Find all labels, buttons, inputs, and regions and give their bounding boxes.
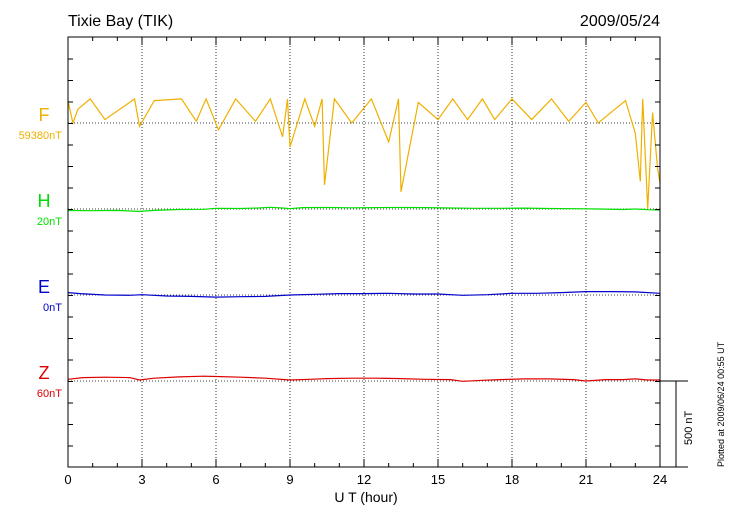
station-title: Tixie Bay (TIK) [68,13,173,30]
x-tick-label: 15 [431,472,445,487]
x-tick-label: 12 [357,472,371,487]
series-lines [67,97,661,382]
channel-baselines [68,122,660,382]
channel-baseline-label-f: 59380nT [19,130,63,142]
channel-name-e: E [38,277,50,297]
series-h [67,206,661,213]
x-tick-label: 18 [505,472,519,487]
x-tick-label: 24 [653,472,667,487]
series-e [67,291,661,298]
scale-bar: 500 nT [660,380,695,468]
channel-baseline-label-z: 60nT [37,388,62,400]
plotted-timestamp: Plotted at 2009/06/24 00:55 UT [716,341,726,467]
grid [141,37,587,467]
x-tick-label: 9 [286,472,293,487]
series-f [67,97,661,210]
channel-labels: F 59380nT H 20nT E 0nT Z 60nT [19,105,63,400]
x-tick-label: 3 [138,472,145,487]
plot-frame [67,36,661,468]
x-tick-label: 6 [212,472,219,487]
x-tick-label: 0 [64,472,71,487]
scale-bar-label: 500 nT [683,410,695,445]
x-axis-label: U T (hour) [334,489,397,505]
channel-name-f: F [39,105,50,125]
series-z [67,375,660,382]
axis-ticks [67,37,661,467]
channel-name-z: Z [39,363,50,383]
x-tick-labels: 0 3 6 9 12 15 18 21 24 [64,472,667,487]
x-tick-label: 21 [579,472,593,487]
date-title: 2009/05/24 [580,13,660,30]
channel-baseline-label-h: 20nT [37,216,62,228]
channel-name-h: H [38,191,51,211]
channel-baseline-label-e: 0nT [43,302,62,314]
